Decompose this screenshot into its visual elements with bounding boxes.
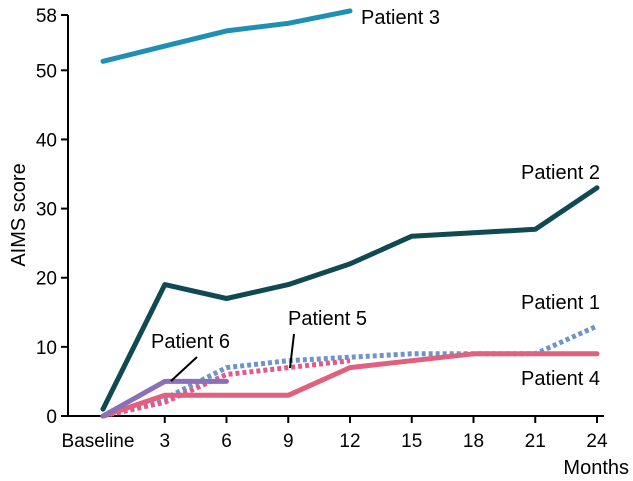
y-tick-label: 58 [36, 6, 57, 27]
leader-line-patient-5 [289, 333, 295, 369]
series-line-patient-2 [100, 185, 600, 412]
y-axis-title: AIMS score [8, 163, 30, 266]
x-tick-label: Baseline [62, 431, 135, 452]
series-label-patient-5: Patient 5 [288, 308, 367, 330]
x-tick-label: 9 [283, 431, 294, 452]
x-tick-label: 24 [586, 431, 608, 452]
series-line-patient-6 [100, 378, 229, 419]
x-tick-label: 21 [525, 431, 546, 452]
y-tick-label: 10 [36, 338, 57, 359]
y-tick-label: 30 [36, 200, 57, 221]
x-tick-label: 6 [221, 431, 232, 452]
x-tick-label: 18 [463, 431, 484, 452]
series-line-patient-3 [100, 8, 353, 64]
series-label-patient-1: Patient 1 [521, 292, 600, 314]
series-label-patient-3: Patient 3 [361, 7, 440, 29]
x-tick-label: 12 [339, 431, 360, 452]
x-axis-title: Months [563, 457, 629, 479]
x-tick-label: 15 [401, 431, 422, 452]
series-line-patient-5 [102, 358, 351, 419]
y-tick-label: 50 [36, 61, 57, 82]
x-tick-label: 3 [159, 431, 170, 452]
y-tick-label: 20 [36, 269, 57, 290]
leader-line-patient-6 [170, 356, 198, 382]
y-tick-label: 0 [46, 407, 57, 428]
series-label-patient-6: Patient 6 [151, 331, 230, 353]
series-label-patient-2: Patient 2 [521, 162, 600, 184]
series-line-patient-4 [100, 351, 600, 419]
y-tick-label: 40 [36, 130, 57, 151]
series-label-patient-4: Patient 4 [521, 368, 600, 390]
